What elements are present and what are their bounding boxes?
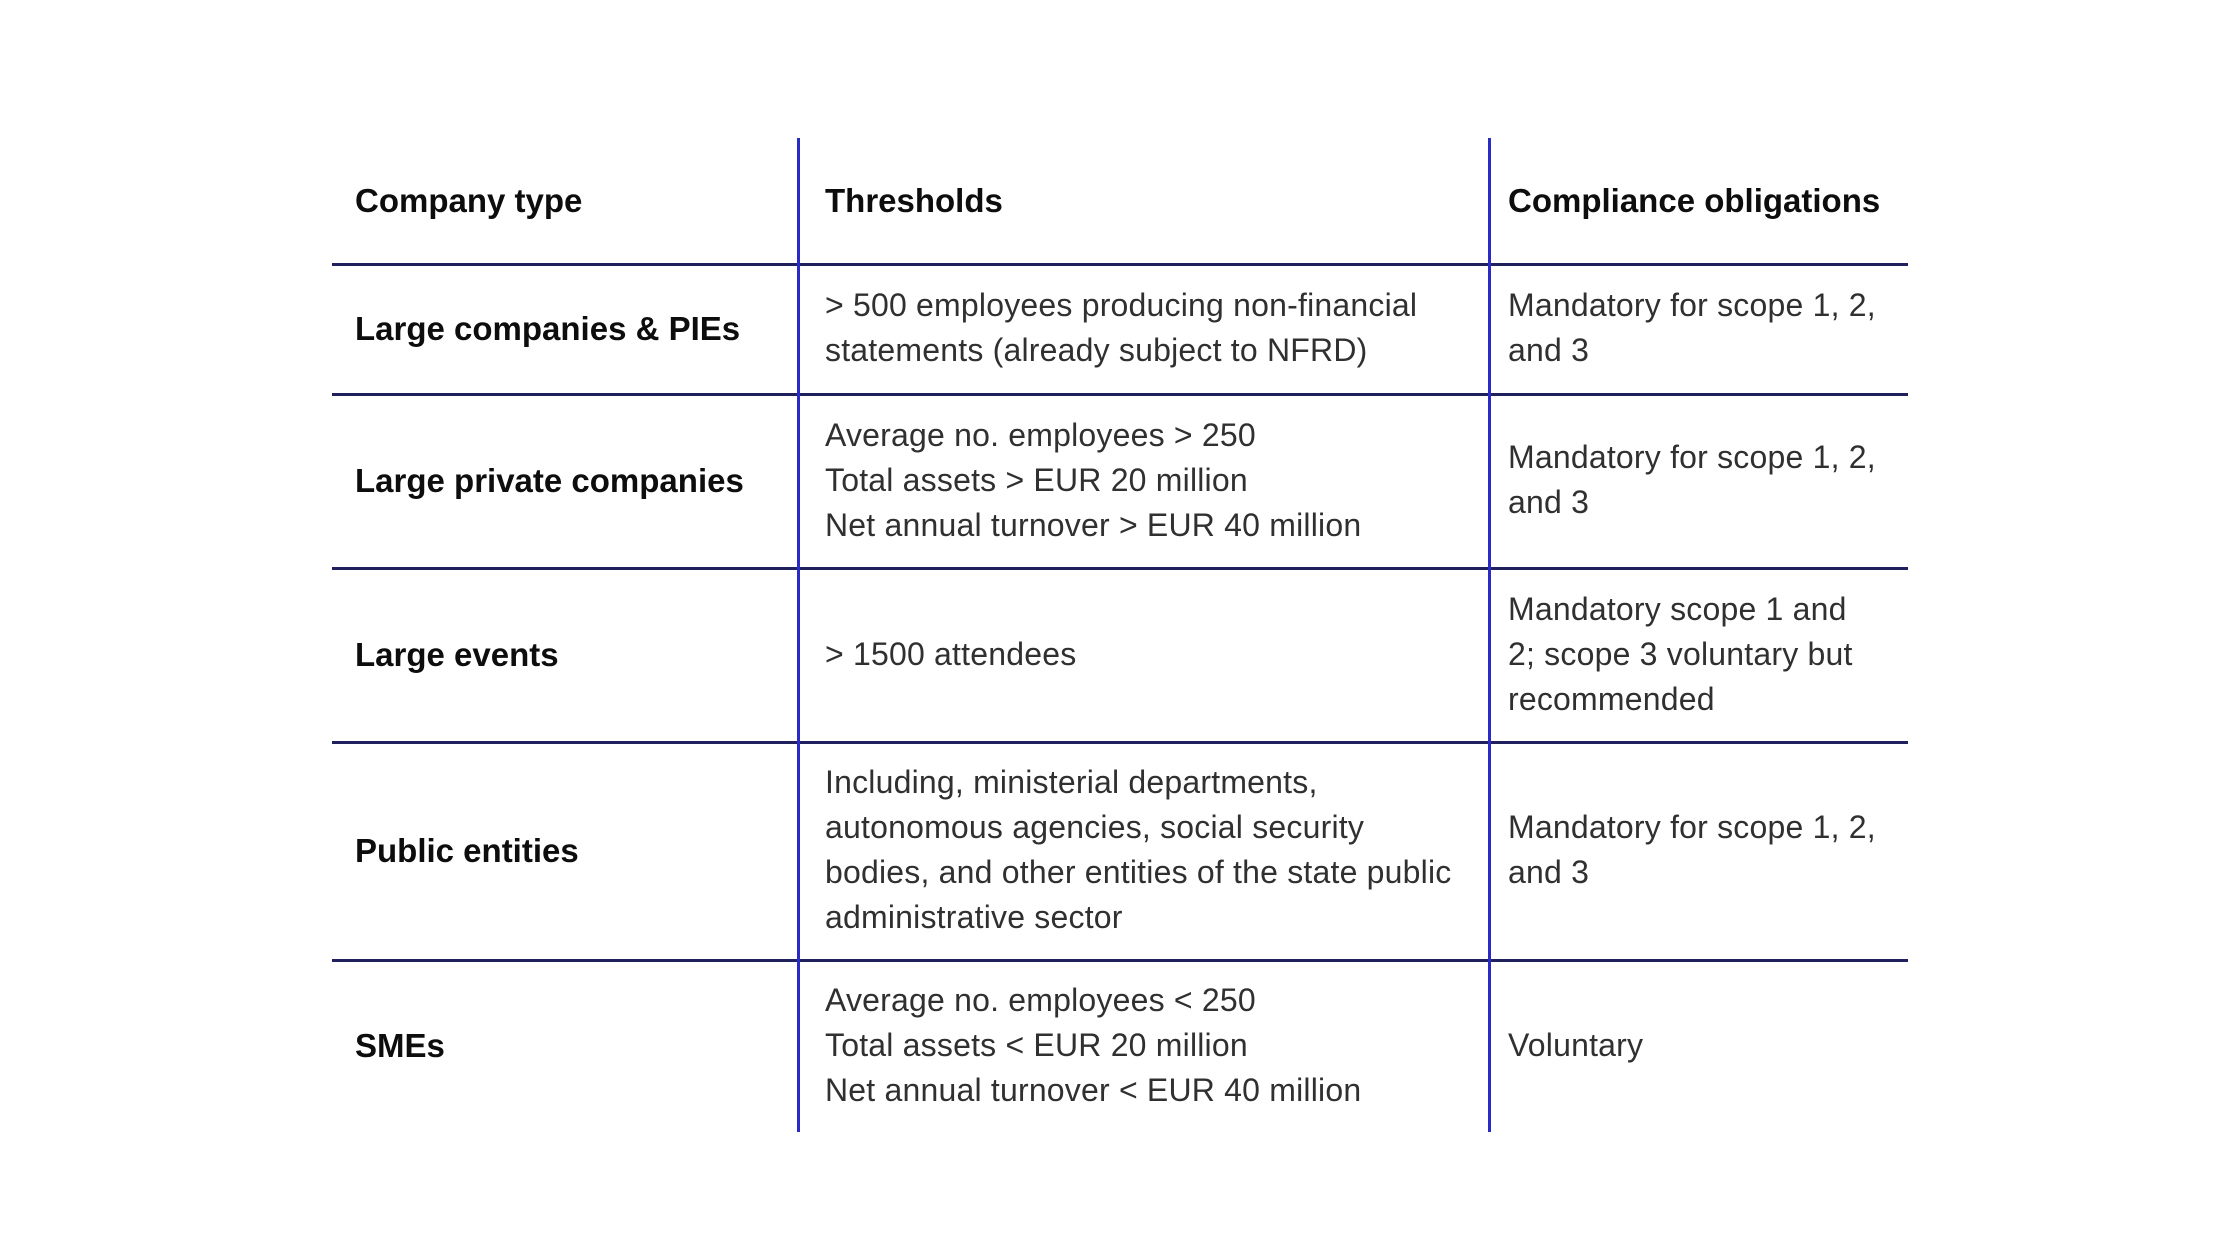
obligations-value: Mandatory for scope 1, 2, and 3 xyxy=(1508,439,1876,520)
header-cell-company-type: Company type xyxy=(332,138,797,263)
table-row-cell-obligations: Mandatory for scope 1, 2, and 3 xyxy=(1488,263,1908,393)
table-row-cell-obligations: Mandatory for scope 1, 2, and 3 xyxy=(1488,741,1908,959)
table-row-cell-thresholds: > 500 employees producing non-financial … xyxy=(797,263,1488,393)
obligations-value: Mandatory scope 1 and 2; scope 3 volunta… xyxy=(1508,590,1853,717)
obligations-value: Mandatory for scope 1, 2, and 3 xyxy=(1508,809,1876,890)
header-cell-thresholds: Thresholds xyxy=(797,138,1488,263)
column-header-obligations: Compliance obligations xyxy=(1508,182,1881,219)
table-row-cell-obligations: Mandatory scope 1 and 2; scope 3 volunta… xyxy=(1488,567,1908,741)
row-divider xyxy=(332,567,1908,570)
thresholds-value: Including, ministerial departments, auto… xyxy=(825,764,1452,935)
obligations-value: Mandatory for scope 1, 2, and 3 xyxy=(1508,287,1876,368)
header-cell-obligations: Compliance obligations xyxy=(1488,138,1908,263)
row-label: Large private companies xyxy=(355,461,744,499)
thresholds-value: Average no. employees > 250 Total assets… xyxy=(825,416,1362,543)
row-label: Large events xyxy=(355,635,559,673)
column-divider xyxy=(1488,138,1491,1132)
table-row-cell-company-type: SMEs xyxy=(332,959,797,1132)
table-row-cell-company-type: Large events xyxy=(332,567,797,741)
column-header-thresholds: Thresholds xyxy=(825,182,1003,219)
row-label: SMEs xyxy=(355,1027,445,1064)
table-row-cell-thresholds: Average no. employees < 250 Total assets… xyxy=(797,959,1488,1132)
table-row-cell-obligations: Voluntary xyxy=(1488,959,1908,1132)
column-header-company-type: Company type xyxy=(355,182,583,219)
row-divider xyxy=(332,393,1908,396)
column-divider xyxy=(797,138,800,1132)
thresholds-value: Average no. employees < 250 Total assets… xyxy=(825,982,1362,1108)
row-divider xyxy=(332,263,1908,266)
row-divider xyxy=(332,959,1908,962)
row-divider xyxy=(332,741,1908,744)
thresholds-value: > 500 employees producing non-financial … xyxy=(825,287,1418,368)
table-row-cell-obligations: Mandatory for scope 1, 2, and 3 xyxy=(1488,393,1908,567)
row-label: Public entities xyxy=(355,831,579,869)
thresholds-value: > 1500 attendees xyxy=(825,635,1077,672)
table-row-cell-thresholds: Average no. employees > 250 Total assets… xyxy=(797,393,1488,567)
table-row-cell-company-type: Public entities xyxy=(332,741,797,959)
table-row-cell-company-type: Large private companies xyxy=(332,393,797,567)
row-label: Large companies & PIEs xyxy=(355,309,741,347)
compliance-table: Company type Thresholds Compliance oblig… xyxy=(332,138,1908,1132)
table-row-cell-thresholds: Including, ministerial departments, auto… xyxy=(797,741,1488,959)
table-row-cell-thresholds: > 1500 attendees xyxy=(797,567,1488,741)
table-row-cell-company-type: Large companies & PIEs xyxy=(332,263,797,393)
obligations-value: Voluntary xyxy=(1508,1027,1644,1063)
